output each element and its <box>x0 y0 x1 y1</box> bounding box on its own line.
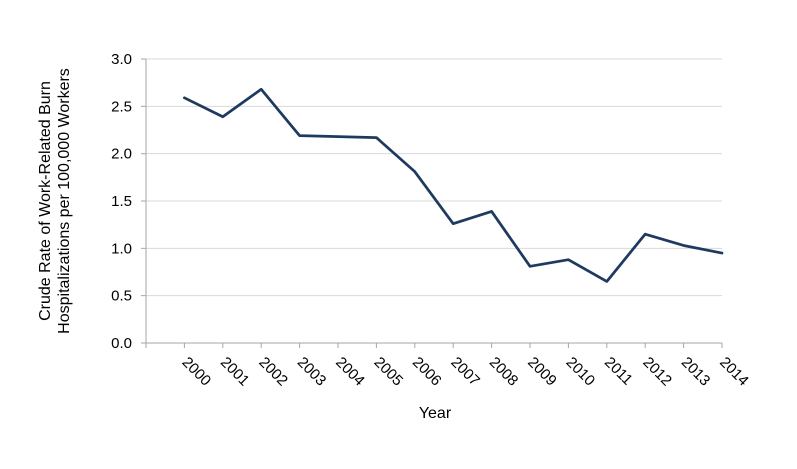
y-tick-label: 0.0 <box>111 335 132 352</box>
x-tick-label: 2006 <box>409 354 445 390</box>
x-tick-label: 2007 <box>447 354 483 390</box>
gridlines <box>146 58 722 297</box>
data-point <box>375 136 377 138</box>
y-tick-label: 1.0 <box>111 240 132 257</box>
y-axis-label: Crude Rate of Work-Related Burn Hospitali… <box>37 68 73 334</box>
axes <box>141 58 723 348</box>
data-point <box>529 265 531 267</box>
x-tick-label: 2000 <box>179 354 215 390</box>
data-point <box>682 244 684 246</box>
x-tick-label: 2009 <box>524 354 560 390</box>
data-point <box>260 88 262 90</box>
data-point <box>337 135 339 137</box>
x-tick-label: 2005 <box>371 354 407 390</box>
data-point <box>298 134 300 136</box>
y-axis-label-line: Crude Rate of Work-Related Burn <box>37 81 54 321</box>
x-tick-label: 2004 <box>332 354 368 390</box>
x-tick-label: 2012 <box>639 354 675 390</box>
data-point <box>222 116 224 118</box>
x-tick-label: 2010 <box>563 354 599 390</box>
series-line <box>183 87 724 283</box>
data-point <box>567 258 569 260</box>
x-tick-labels: 2000 2001 2002 2003 2004 2005 2006 2007 2008 2009… <box>179 354 752 390</box>
data-point <box>490 210 492 212</box>
y-axis-label-line: Hospitalizations per 100,000 Workers <box>56 68 73 334</box>
x-tick-label: 2011 <box>601 354 636 389</box>
data-point <box>414 170 416 172</box>
y-tick-labels: 0.0 0.5 1.0 1.5 2.0 2.5 3.0 <box>111 51 132 352</box>
x-tick-label: 2013 <box>678 354 714 390</box>
y-tick-label: 3.0 <box>111 51 132 68</box>
y-tick-label: 2.5 <box>111 98 132 115</box>
data-point <box>183 97 185 99</box>
x-tick-label: 2001 <box>217 354 253 390</box>
y-tick-label: 1.5 <box>111 193 132 210</box>
series-group <box>183 87 724 283</box>
x-tick-label: 2008 <box>486 354 522 390</box>
data-point <box>452 223 454 225</box>
data-point <box>606 280 608 282</box>
data-point <box>721 252 723 254</box>
y-tick-label: 0.5 <box>111 288 132 305</box>
x-tick-label: 2003 <box>294 354 330 390</box>
x-tick-label: 2014 <box>716 354 752 390</box>
x-axis-label: Year <box>419 405 452 422</box>
y-tick-label: 2.0 <box>111 146 132 163</box>
data-point <box>644 233 646 235</box>
x-tick-label: 2002 <box>255 354 291 390</box>
